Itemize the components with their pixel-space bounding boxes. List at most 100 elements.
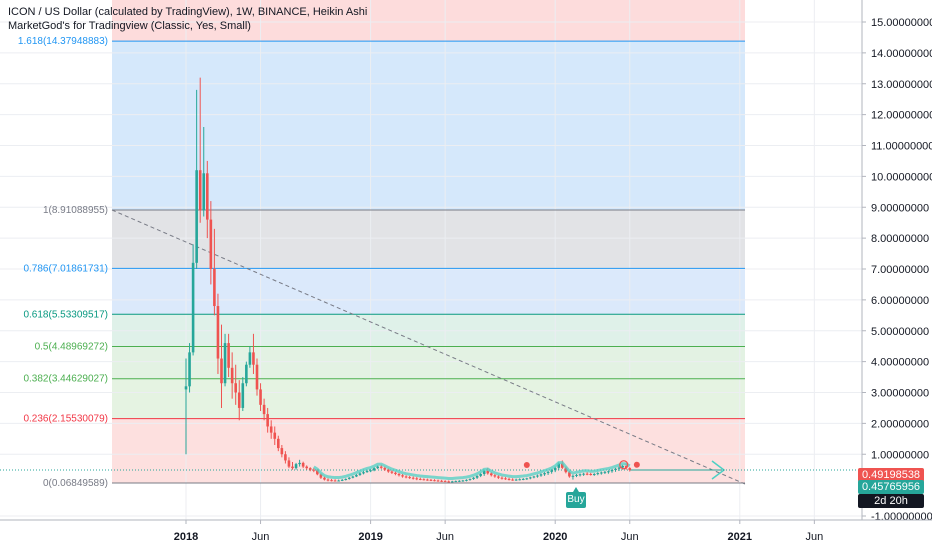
candle-body <box>525 478 529 480</box>
candle-body <box>592 474 596 476</box>
fib-label: 0(0.06849589) <box>43 478 108 489</box>
countdown-badge: 2d 20h <box>858 494 924 508</box>
candle-body <box>553 467 557 471</box>
candle-body <box>209 219 213 269</box>
candle-body <box>358 473 362 475</box>
price-tick-label: 13.00000000 <box>871 79 932 91</box>
candle-body <box>539 474 543 476</box>
candle-body <box>585 473 589 475</box>
fib-bands <box>112 0 745 484</box>
candle-body <box>561 463 564 468</box>
candle-body <box>600 472 603 474</box>
candle-body <box>255 364 259 390</box>
candle-body <box>429 479 433 481</box>
candle-body <box>458 480 461 482</box>
price-tick-label: 7.00000000 <box>871 264 929 276</box>
price-tick-label: 14.00000000 <box>871 48 932 60</box>
candle-body <box>433 480 436 482</box>
candle-body <box>450 481 454 483</box>
candle-body <box>287 460 291 467</box>
candle-body <box>369 470 372 472</box>
candle-body <box>493 475 497 477</box>
candle-body <box>507 478 511 480</box>
candle-body <box>536 475 539 477</box>
candle-body <box>280 448 284 455</box>
candle-body <box>195 170 198 263</box>
candle-body <box>607 471 610 473</box>
fib-band-1.618 <box>112 41 745 211</box>
candle-body <box>447 481 450 483</box>
candle-body <box>316 470 319 475</box>
candle-body <box>603 471 607 473</box>
candle-body <box>614 468 617 470</box>
candle-body <box>479 474 482 476</box>
candle-body <box>617 467 621 469</box>
candle-body <box>482 470 486 475</box>
candle-body <box>624 465 628 469</box>
candle-body <box>259 389 262 405</box>
fib-label: 0.236(2.15530079) <box>23 414 108 425</box>
candle-body <box>529 477 532 479</box>
candle-body <box>401 475 404 477</box>
candle-body <box>511 479 514 481</box>
candle-body <box>344 478 348 480</box>
candle-body <box>387 469 390 472</box>
fib-band-0.786 <box>112 268 745 315</box>
price-tick-label: 3.00000000 <box>871 388 929 400</box>
candle-body <box>568 472 571 477</box>
candle-body <box>355 474 358 477</box>
candle-body <box>408 477 411 479</box>
candle-body <box>379 466 383 468</box>
time-axis-bg <box>0 520 932 550</box>
fib-label: 1.618(14.37948883) <box>18 36 108 47</box>
candle-body <box>575 474 578 476</box>
candles <box>184 77 632 483</box>
candle-body <box>411 477 415 479</box>
candle-body <box>365 470 369 473</box>
indicator-label[interactable]: MarketGod's for Tradingview (Classic, Ye… <box>8 20 251 32</box>
trend-line <box>0 209 862 485</box>
fib-label: 0.786(7.01861731) <box>23 263 108 274</box>
candle-body <box>330 480 333 482</box>
candle-body <box>223 343 227 384</box>
candle-body <box>621 465 624 468</box>
candle-body <box>518 479 521 481</box>
candle-body <box>284 454 287 461</box>
candle-body <box>198 170 202 211</box>
price-tick-label: 15.00000000 <box>871 17 932 29</box>
candle-body <box>337 480 340 482</box>
candle-body <box>305 466 308 469</box>
price-tick-label: 11.00000000 <box>871 141 932 153</box>
candle-body <box>237 392 241 408</box>
candle-body <box>348 477 351 479</box>
fib-label: 0.5(4.48969272) <box>35 342 108 353</box>
fib-band-0.236 <box>112 418 745 484</box>
candle-body <box>610 469 614 472</box>
candle-body <box>241 383 245 408</box>
candle-body <box>497 476 500 478</box>
fib-label: 1(8.91088955) <box>43 205 108 216</box>
time-tick-label: Jun <box>436 531 454 543</box>
candle-body <box>319 474 323 478</box>
candle-body <box>323 477 326 480</box>
candle-body <box>340 479 344 481</box>
fib-band-top <box>112 0 745 42</box>
candle-body <box>227 343 230 368</box>
price-tick-label: 4.00000000 <box>871 357 929 369</box>
candle-body <box>578 474 582 476</box>
candle-body <box>301 462 305 467</box>
candle-body <box>419 478 422 480</box>
candle-body <box>472 477 475 479</box>
price-tick-label: 8.00000000 <box>871 233 929 245</box>
buy-signal-marker[interactable]: Buy <box>566 487 586 508</box>
candle-body <box>426 479 429 481</box>
candle-body <box>252 352 255 365</box>
candle-body <box>269 426 273 433</box>
candle-body <box>415 478 419 480</box>
signal-dot <box>633 461 640 468</box>
candle-body <box>543 473 546 475</box>
candle-body <box>312 469 316 471</box>
candle-body <box>213 269 216 307</box>
